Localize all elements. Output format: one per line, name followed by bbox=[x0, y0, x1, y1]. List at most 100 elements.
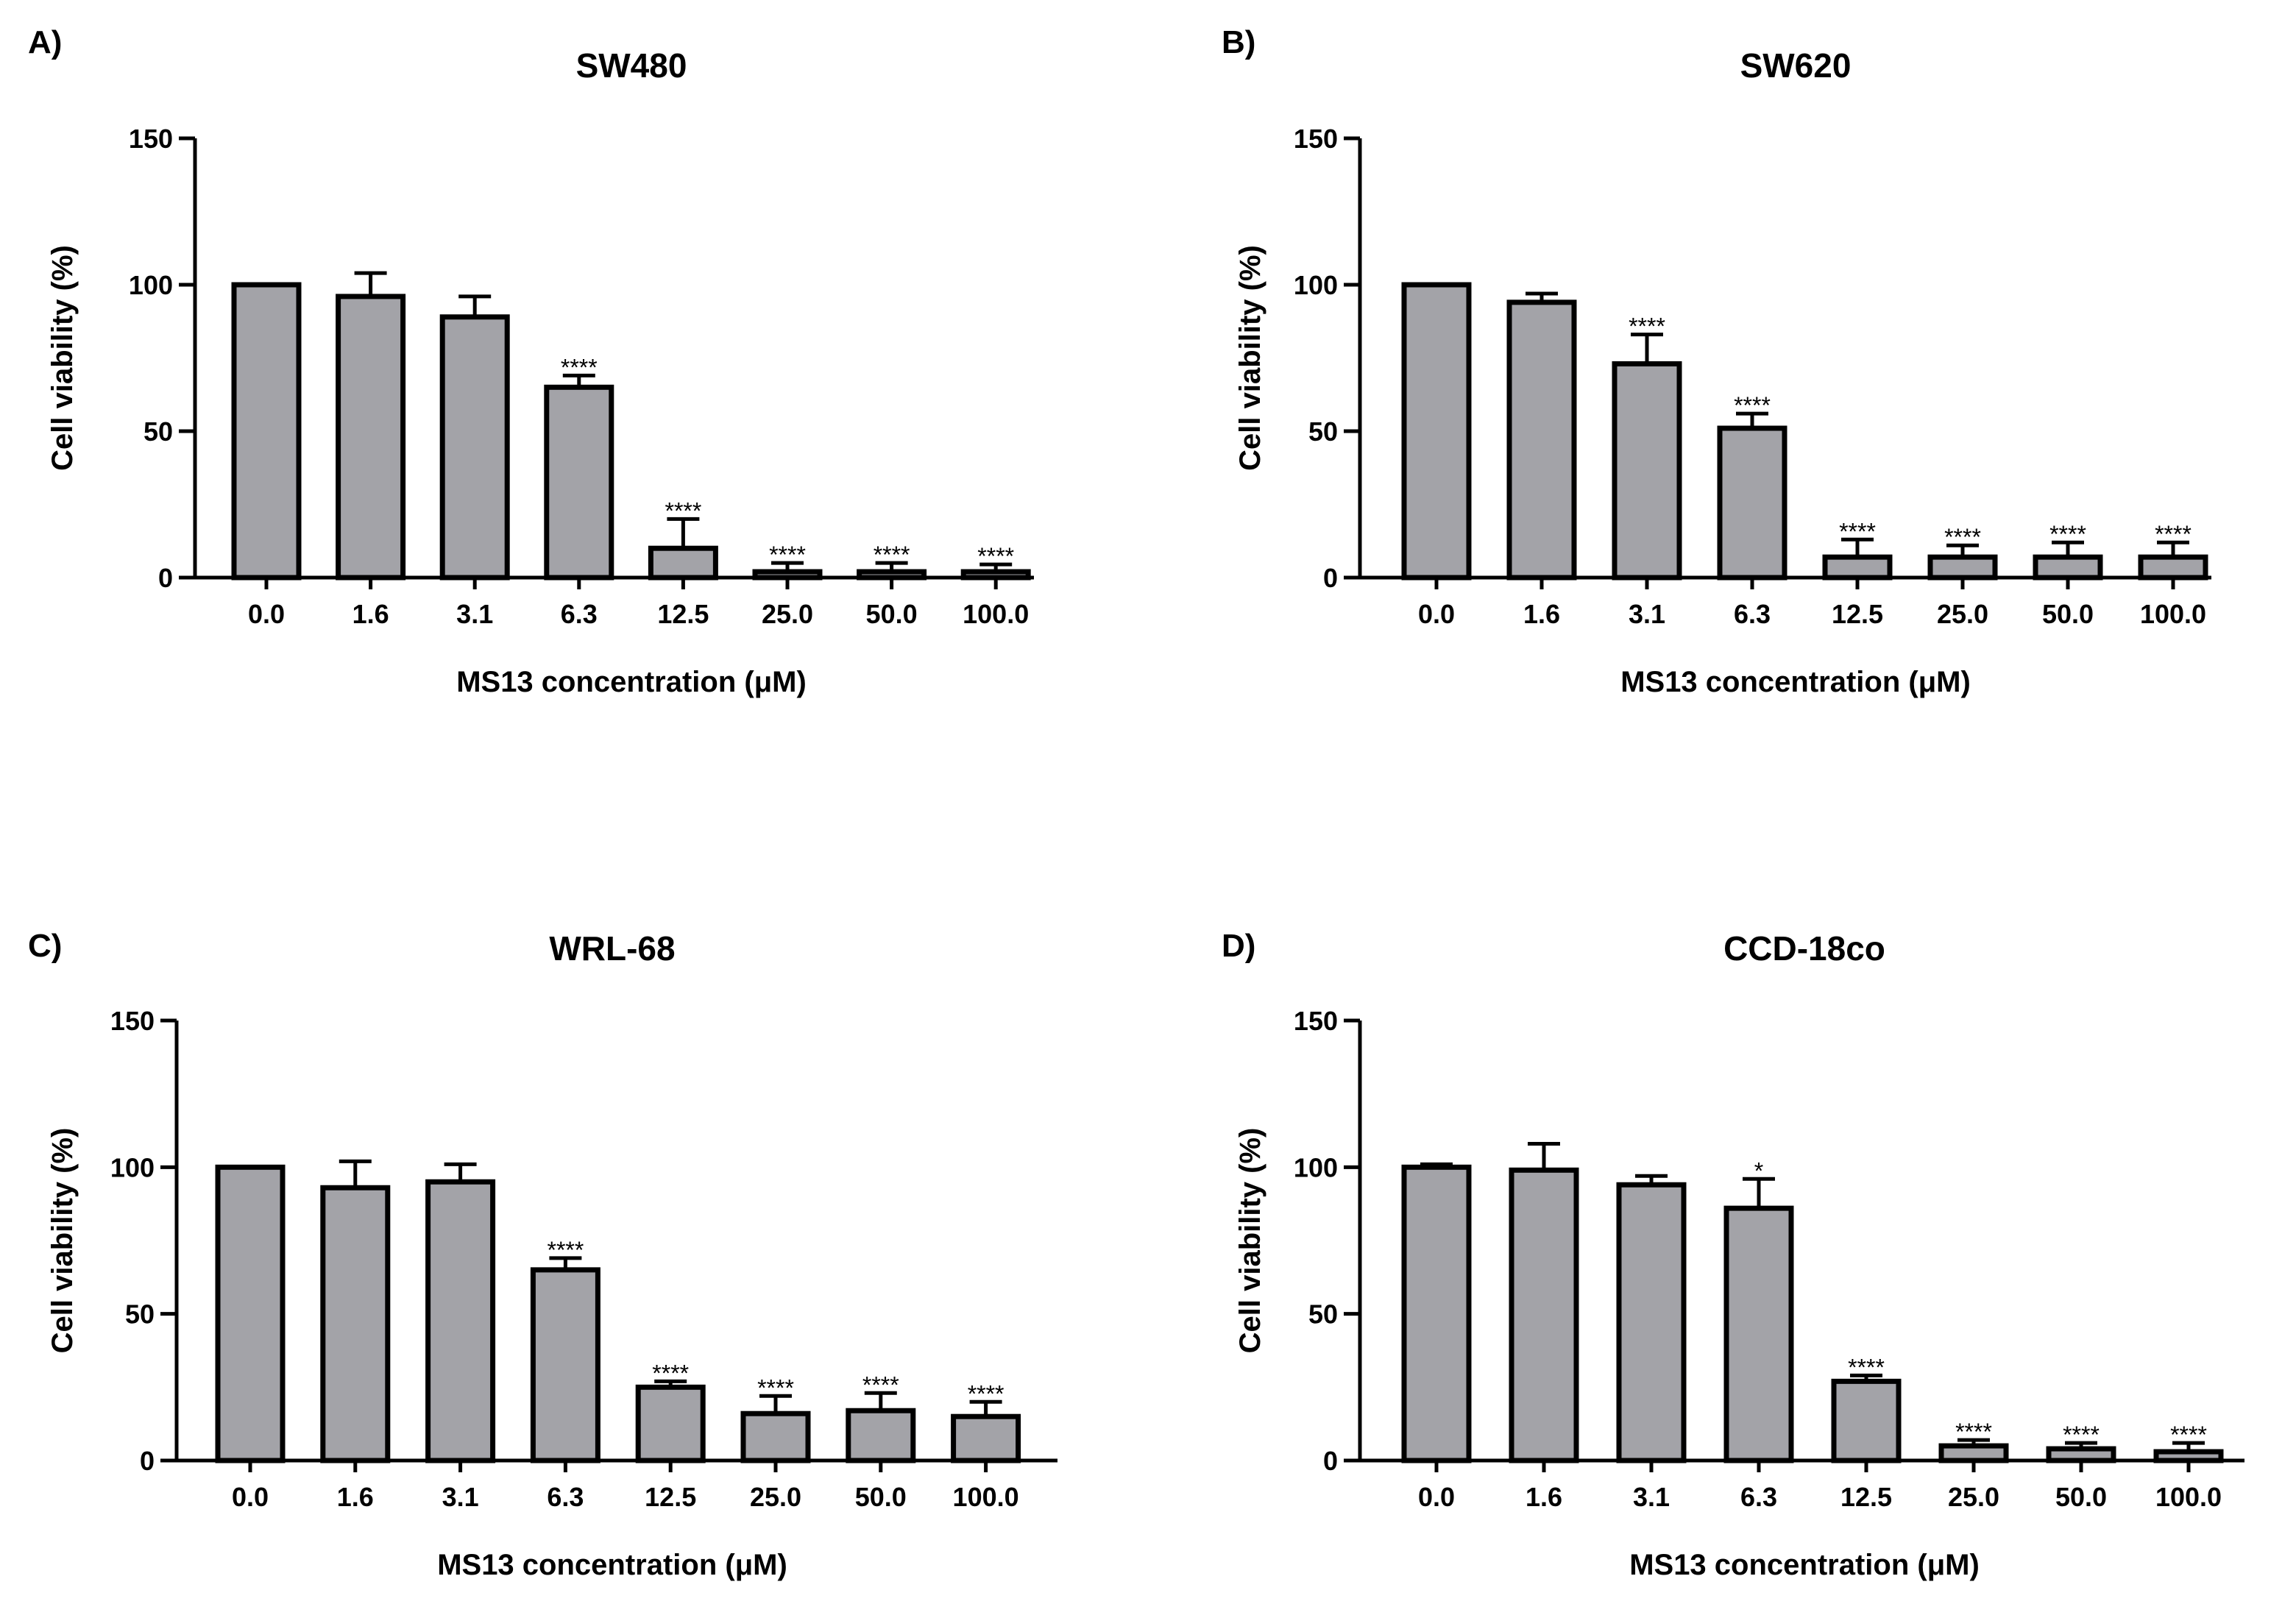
x-tick-label: 0.0 bbox=[232, 1482, 269, 1512]
x-tick-label: 25.0 bbox=[1937, 599, 1988, 629]
significance-label: **** bbox=[547, 1237, 584, 1263]
bar-50.0 bbox=[2046, 1446, 2116, 1463]
x-tick-label: 12.5 bbox=[645, 1482, 696, 1512]
x-tick-label: 25.0 bbox=[762, 599, 813, 629]
y-tick-label: 150 bbox=[1294, 1006, 1338, 1036]
x-tick-label: 3.1 bbox=[442, 1482, 479, 1512]
chart-title: SW620 bbox=[1740, 46, 1852, 85]
panel-letter: A) bbox=[28, 24, 62, 60]
bar-25.0 bbox=[1927, 554, 1998, 581]
bar-12.5 bbox=[635, 1384, 706, 1463]
x-tick-label: 0.0 bbox=[248, 599, 285, 629]
panel-c: C) WRL-68 0 50 100 150 Cell viability (%) 0.0 1.… bbox=[28, 928, 1057, 1581]
panel-letter: B) bbox=[1222, 24, 1255, 60]
significance-label: **** bbox=[1848, 1354, 1885, 1380]
bar-6.3 bbox=[1717, 425, 1787, 581]
significance-label: **** bbox=[769, 542, 806, 568]
bar-100.0 bbox=[960, 569, 1031, 581]
bar-1.6 bbox=[1509, 1167, 1579, 1463]
bar-6.3 bbox=[1723, 1205, 1794, 1463]
significance-label: **** bbox=[2170, 1422, 2207, 1448]
y-tick-label: 0 bbox=[1323, 563, 1338, 593]
bar-6.3 bbox=[544, 384, 614, 581]
bar-100.0 bbox=[2138, 554, 2208, 581]
y-tick-label: 100 bbox=[129, 270, 173, 300]
significance-label: **** bbox=[1629, 313, 1665, 340]
bar-12.5 bbox=[1822, 554, 1893, 581]
bar-1.6 bbox=[320, 1185, 391, 1463]
x-tick-label: 6.3 bbox=[561, 599, 598, 629]
significance-label: **** bbox=[862, 1371, 899, 1398]
significance-label: **** bbox=[1734, 392, 1771, 419]
bar-50.0 bbox=[857, 569, 927, 581]
significance-label: **** bbox=[2063, 1422, 2100, 1448]
x-axis-label: MS13 concentration (μM) bbox=[1629, 1549, 1980, 1581]
significance-label: * bbox=[1754, 1157, 1763, 1184]
x-tick-label: 12.5 bbox=[657, 599, 709, 629]
bar-12.5 bbox=[1831, 1378, 1902, 1463]
bar-100.0 bbox=[2153, 1449, 2224, 1463]
y-tick-label: 50 bbox=[1308, 416, 1338, 447]
y-tick-label: 150 bbox=[129, 124, 173, 154]
x-tick-label: 3.1 bbox=[456, 599, 493, 629]
x-tick-label: 50.0 bbox=[2055, 1482, 2107, 1512]
panel-letter: D) bbox=[1222, 928, 1255, 964]
bar-25.0 bbox=[740, 1410, 811, 1463]
bar-12.5 bbox=[648, 545, 718, 581]
significance-label: **** bbox=[1839, 518, 1876, 544]
y-tick-label: 50 bbox=[1308, 1299, 1338, 1330]
y-axis-label: Cell viability (%) bbox=[46, 245, 79, 471]
x-tick-label: 12.5 bbox=[1840, 1482, 1892, 1512]
x-tick-label: 3.1 bbox=[1629, 599, 1665, 629]
significance-label: **** bbox=[1955, 1419, 1992, 1445]
bar-3.1 bbox=[439, 314, 510, 581]
panel-a: A) SW480 0 50 100 150 Cell viability (%) 0.0 1.6… bbox=[28, 24, 1034, 698]
x-tick-label: 25.0 bbox=[1948, 1482, 1999, 1512]
bar-50.0 bbox=[2033, 554, 2103, 581]
y-tick-label: 0 bbox=[1323, 1446, 1338, 1476]
x-tick-label: 6.3 bbox=[1734, 599, 1771, 629]
y-axis-label: Cell viability (%) bbox=[46, 1128, 79, 1354]
panel-d: D) CCD-18co 0 50 100 150 Cell viability (%) 0.0… bbox=[1222, 928, 2244, 1581]
y-axis-label: Cell viability (%) bbox=[1234, 245, 1266, 471]
x-axis-label: MS13 concentration (μM) bbox=[437, 1549, 787, 1581]
bar-3.1 bbox=[425, 1179, 496, 1463]
bar-100.0 bbox=[951, 1413, 1021, 1463]
bar-25.0 bbox=[752, 569, 823, 581]
x-tick-label: 50.0 bbox=[2042, 599, 2094, 629]
significance-label: **** bbox=[2155, 521, 2192, 547]
y-tick-label: 150 bbox=[110, 1006, 155, 1036]
y-tick-label: 100 bbox=[110, 1152, 155, 1182]
y-tick-label: 150 bbox=[1294, 124, 1338, 154]
x-tick-label: 100.0 bbox=[2140, 599, 2206, 629]
y-tick-label: 50 bbox=[144, 416, 173, 447]
bar-50.0 bbox=[846, 1408, 916, 1463]
x-axis-label: MS13 concentration (μM) bbox=[456, 666, 807, 698]
bar-0.0 bbox=[215, 1164, 286, 1463]
bar-1.6 bbox=[336, 294, 406, 581]
x-tick-label: 50.0 bbox=[855, 1482, 907, 1512]
x-tick-label: 1.6 bbox=[352, 599, 389, 629]
bar-1.6 bbox=[1506, 299, 1577, 581]
bar-0.0 bbox=[1401, 1164, 1472, 1463]
significance-label: **** bbox=[1944, 524, 1981, 550]
x-tick-label: 3.1 bbox=[1633, 1482, 1670, 1512]
significance-label: **** bbox=[968, 1380, 1005, 1407]
significance-label: **** bbox=[874, 542, 910, 568]
x-tick-label: 0.0 bbox=[1418, 1482, 1455, 1512]
x-axis-label: MS13 concentration (μM) bbox=[1620, 666, 1971, 698]
bar-0.0 bbox=[1401, 282, 1472, 581]
x-tick-label: 1.6 bbox=[1526, 1482, 1562, 1512]
x-tick-label: 25.0 bbox=[750, 1482, 801, 1512]
panel-letter: C) bbox=[28, 928, 62, 964]
x-tick-label: 100.0 bbox=[2155, 1482, 2222, 1512]
y-tick-label: 50 bbox=[125, 1299, 155, 1330]
y-axis-label: Cell viability (%) bbox=[1234, 1128, 1266, 1354]
x-tick-label: 1.6 bbox=[337, 1482, 374, 1512]
significance-label: **** bbox=[561, 354, 598, 380]
bar-0.0 bbox=[231, 282, 302, 581]
x-tick-label: 100.0 bbox=[953, 1482, 1019, 1512]
bar-3.1 bbox=[1612, 361, 1682, 581]
significance-label: **** bbox=[652, 1360, 689, 1386]
